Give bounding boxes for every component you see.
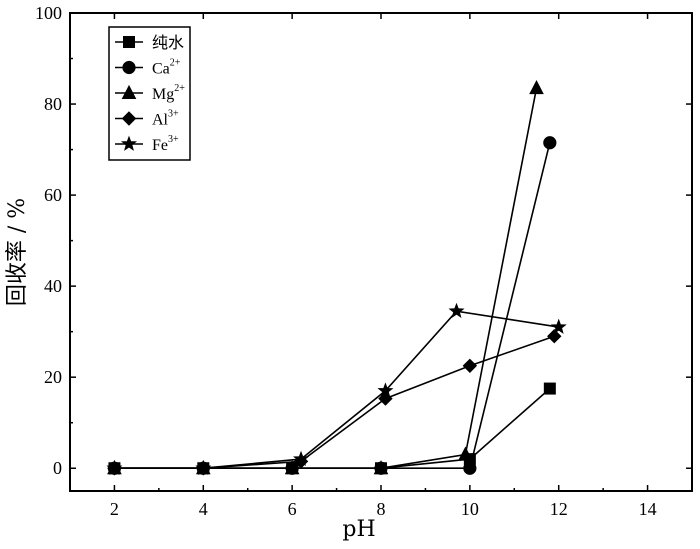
series-line xyxy=(114,335,555,469)
x-tick-label: 10 xyxy=(461,499,479,519)
star-marker xyxy=(550,318,567,334)
x-tick-label: 12 xyxy=(550,499,568,519)
triangle-marker xyxy=(458,446,473,461)
square-marker xyxy=(543,382,556,395)
diamond-marker xyxy=(462,358,478,374)
y-axis-title: 回收率 / % xyxy=(5,198,30,306)
star-marker xyxy=(106,459,123,476)
y-tick-label: 0 xyxy=(53,458,62,478)
legend-label-superscript: 2+ xyxy=(170,58,181,69)
triangle-marker xyxy=(373,460,389,475)
triangle-marker xyxy=(121,84,137,99)
legend-label-superscript: 3+ xyxy=(168,109,179,120)
x-tick-label: 14 xyxy=(639,499,657,519)
legend-item: 纯水 xyxy=(115,34,184,52)
x-tick-label: 4 xyxy=(199,499,208,519)
axes: 2 4 6 8 10 12 14 0 20 40 60 80 100 xyxy=(35,3,693,519)
series-layer xyxy=(106,80,567,476)
series-square xyxy=(108,382,556,475)
y-tick-label: 80 xyxy=(44,94,62,114)
star-marker xyxy=(120,135,138,151)
x-tick-label: 8 xyxy=(377,499,386,519)
star-marker xyxy=(448,302,465,318)
legend-label: 纯水 xyxy=(152,34,184,52)
y-tick-label: 40 xyxy=(44,276,62,296)
circle-marker xyxy=(543,136,557,150)
series-circle xyxy=(107,136,557,475)
y-tick-label: 20 xyxy=(44,367,62,387)
y-tick-label: 100 xyxy=(35,3,62,23)
series-diamond xyxy=(107,329,562,476)
legend-label-superscript: 3+ xyxy=(168,134,179,145)
circle-marker xyxy=(122,60,136,75)
legend-label-superscript: 2+ xyxy=(174,83,185,94)
triangle-marker xyxy=(529,80,544,95)
x-axis-title: pH xyxy=(342,517,375,542)
star-marker xyxy=(377,382,394,398)
star-marker xyxy=(195,459,212,476)
triangle-marker xyxy=(284,460,300,475)
diamond-marker xyxy=(547,329,562,344)
star-marker xyxy=(293,450,310,466)
x-tick-label: 2 xyxy=(110,499,119,519)
series-line xyxy=(114,388,551,469)
diamond-marker xyxy=(121,111,137,126)
square-marker xyxy=(123,36,135,48)
series-line xyxy=(114,310,559,469)
circle-marker xyxy=(463,461,477,475)
x-tick-label: 6 xyxy=(288,499,297,519)
series-line xyxy=(114,142,551,469)
y-tick-label: 60 xyxy=(44,185,62,205)
series-star xyxy=(106,302,567,476)
